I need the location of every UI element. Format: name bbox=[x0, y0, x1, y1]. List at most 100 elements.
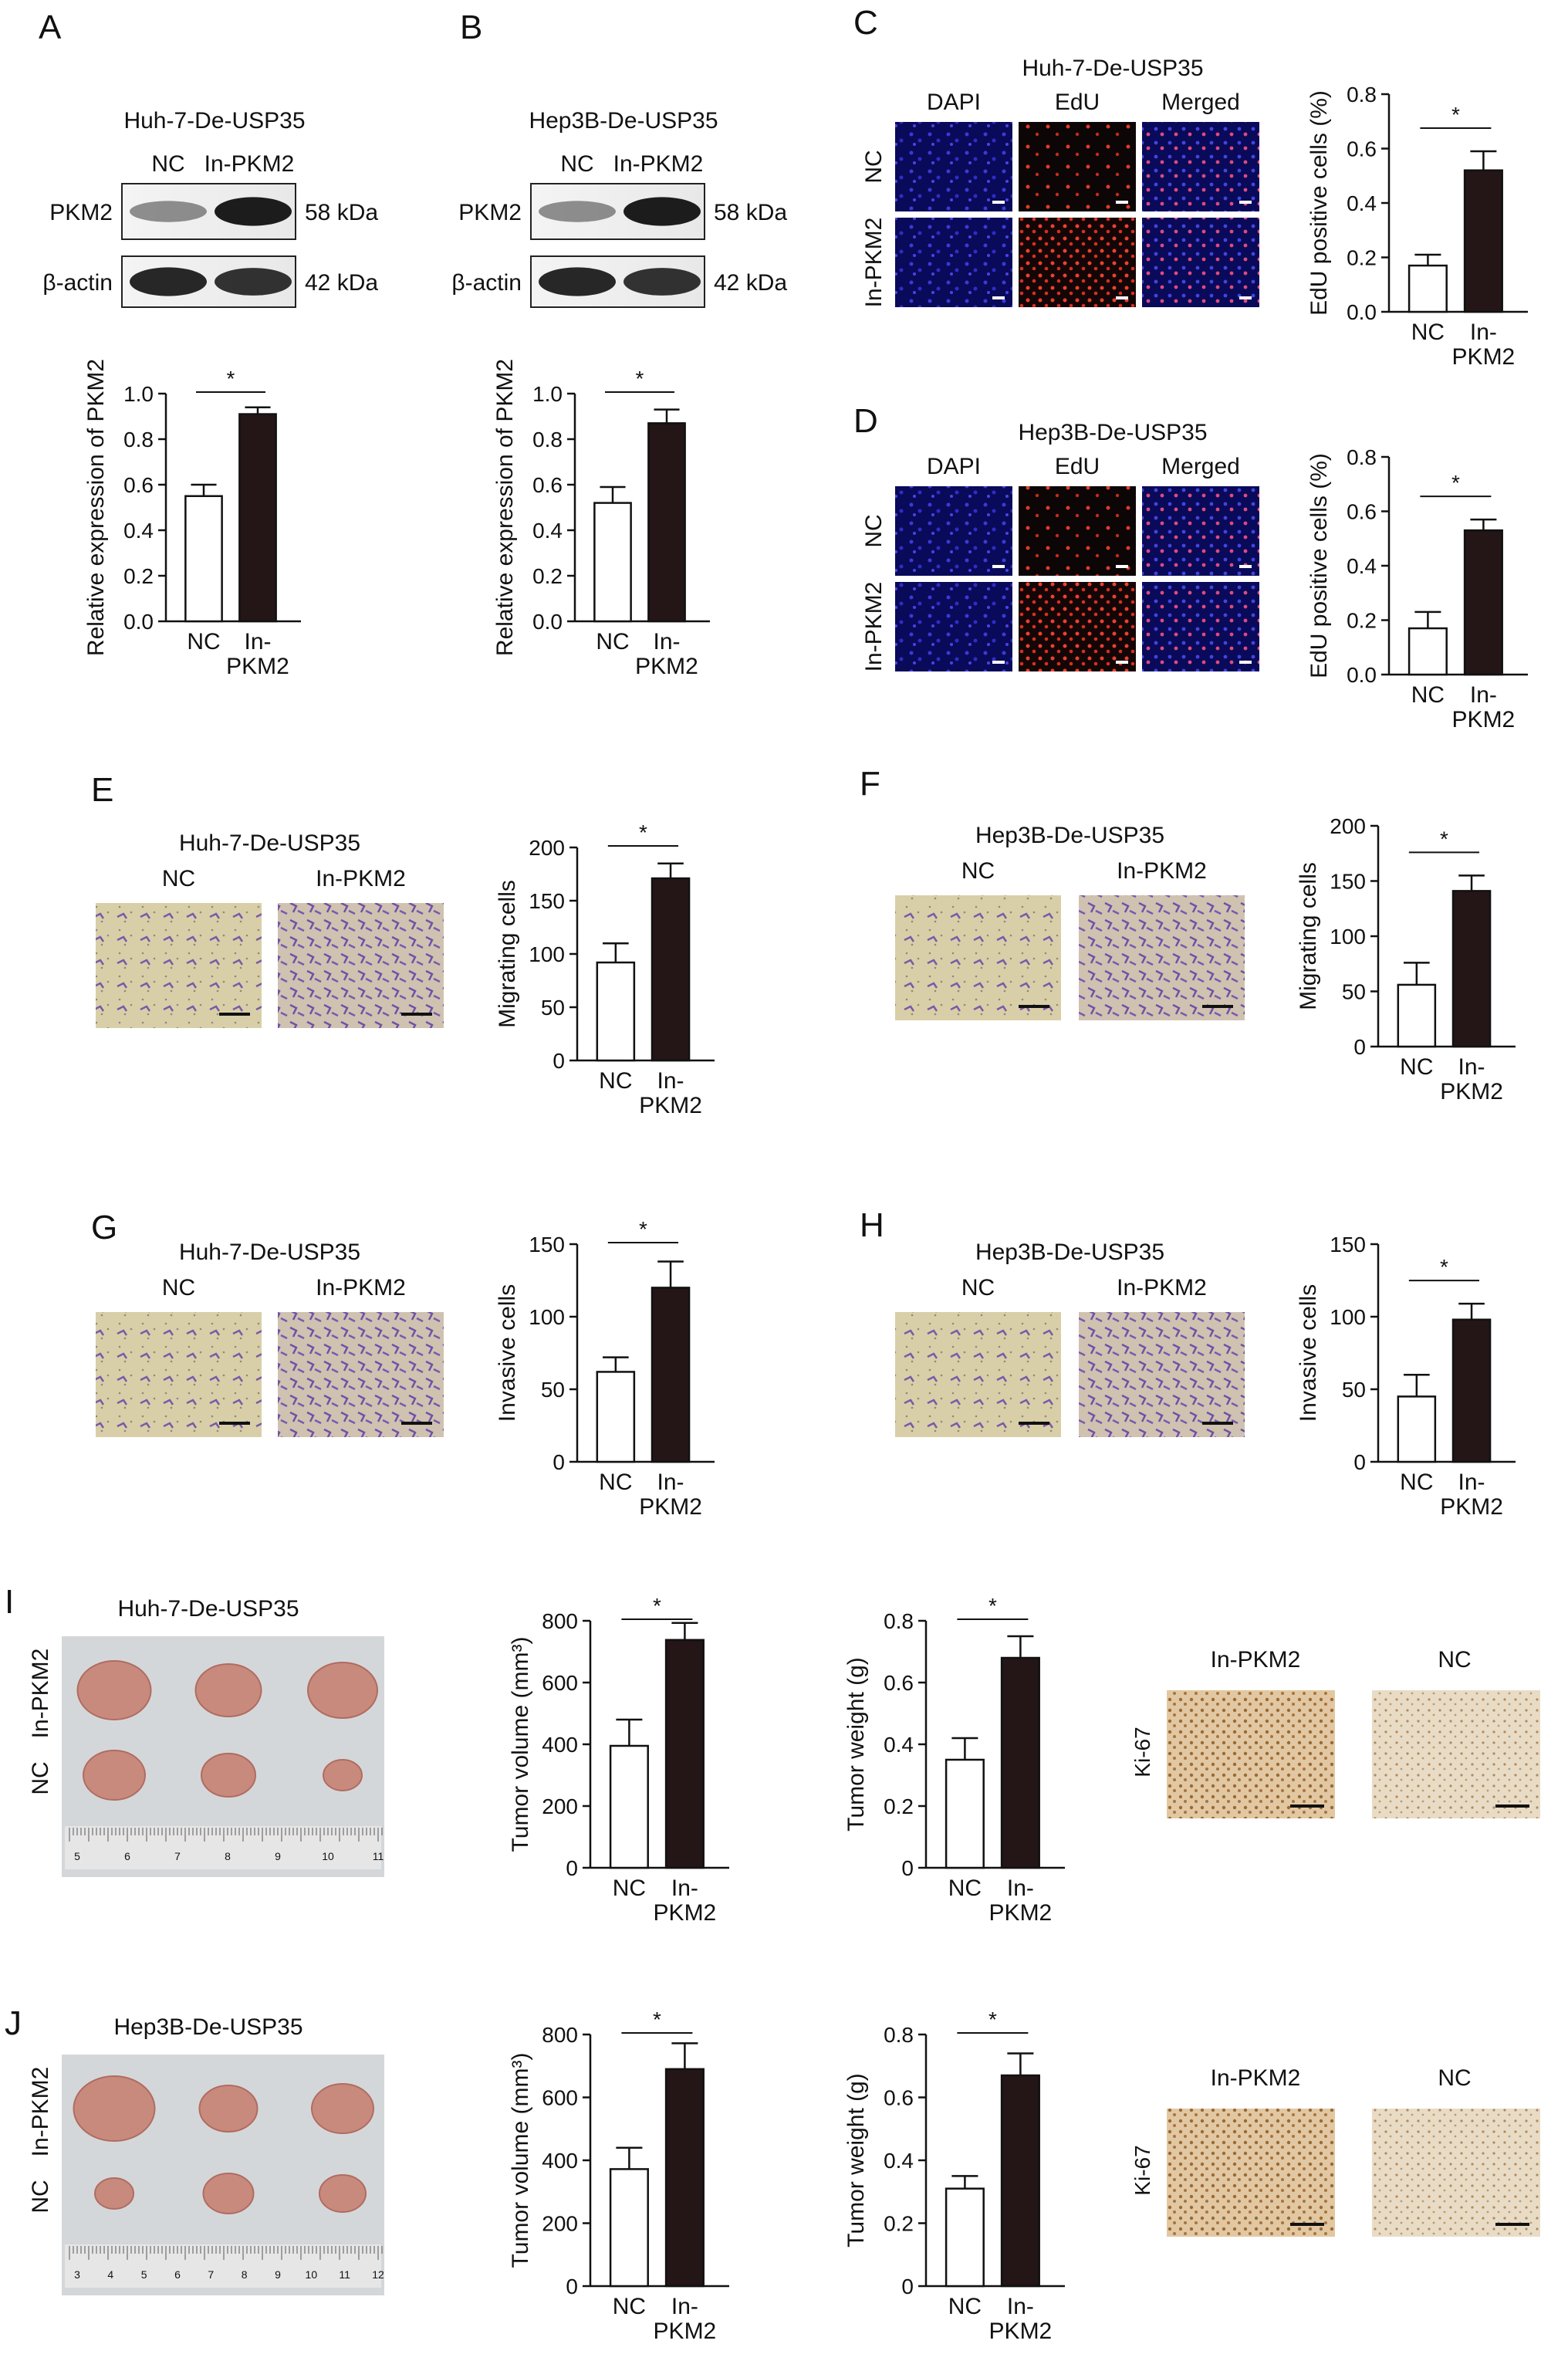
bar-chart-j2: 0 0.2 0.4 0.6 0.8 Tumor weight (g) NC In-PKM2 * bbox=[843, 2007, 1065, 2344]
ruler-number: 9 bbox=[275, 1850, 281, 1862]
y-tick-label: 0.2 bbox=[1347, 609, 1377, 633]
y-tick-label: 0 bbox=[901, 2275, 914, 2298]
lane-label-nc: NC bbox=[151, 151, 184, 177]
scale-bar bbox=[1202, 1005, 1233, 1008]
y-tick-label: 400 bbox=[542, 2149, 578, 2173]
y-tick-label: 0 bbox=[901, 1856, 914, 1880]
significance-star: * bbox=[988, 1594, 997, 1618]
blot-title: Hep3B-De-USP35 bbox=[529, 108, 718, 134]
blot-band bbox=[623, 268, 701, 296]
bar bbox=[1000, 2074, 1040, 2288]
y-tick-label: 100 bbox=[1330, 1305, 1366, 1329]
tumor-title: Hep3B-De-USP35 bbox=[113, 2014, 302, 2040]
y-tick-label: 0.2 bbox=[1347, 246, 1377, 270]
ruler bbox=[65, 2244, 381, 2288]
y-tick-label: 150 bbox=[529, 1233, 565, 1257]
tumor-row-label: NC bbox=[28, 1761, 53, 1794]
y-tick-label: 0 bbox=[553, 1450, 565, 1474]
y-tick-label: 0.2 bbox=[532, 564, 563, 588]
x-tick-label: PKM2 bbox=[639, 1494, 702, 1520]
blot-band bbox=[130, 201, 207, 222]
transwell-images-h: Hep3B-De-USP35 NC In-PKM2 bbox=[895, 1240, 1245, 1437]
tumor-specimen bbox=[311, 2083, 374, 2134]
blot-row-label: β-actin bbox=[42, 270, 113, 296]
y-tick-label: 100 bbox=[1330, 925, 1366, 949]
bar bbox=[1000, 1656, 1040, 1869]
ruler-number: 11 bbox=[373, 1850, 384, 1862]
y-tick-label: 400 bbox=[542, 1733, 578, 1757]
y-axis-label: Migrating cells bbox=[495, 880, 520, 1028]
bar bbox=[596, 1371, 636, 1463]
significance-star: * bbox=[1451, 103, 1460, 127]
y-tick-label: 0.6 bbox=[123, 473, 154, 497]
y-axis-label: Tumor volume (mm³) bbox=[508, 1637, 533, 1852]
micrograph bbox=[1142, 582, 1259, 671]
significance-star: * bbox=[639, 820, 647, 844]
y-tick-label: 0.4 bbox=[123, 519, 154, 543]
significance-star: * bbox=[227, 367, 235, 391]
bar bbox=[664, 1639, 705, 1869]
y-tick-label: 0.2 bbox=[884, 1794, 914, 1818]
bar bbox=[238, 413, 277, 623]
y-tick-label: 0.0 bbox=[1347, 300, 1377, 324]
x-tick-label: NC bbox=[596, 629, 629, 654]
bar bbox=[609, 2168, 649, 2288]
lane-label-in-pkm2: In-PKM2 bbox=[613, 151, 704, 177]
significance-star: * bbox=[636, 367, 644, 391]
y-tick-label: 0.6 bbox=[884, 1671, 914, 1695]
ihc-col-label: NC bbox=[1438, 1647, 1471, 1673]
ruler-number: 8 bbox=[225, 1850, 231, 1862]
y-tick-label: 0 bbox=[1353, 1450, 1366, 1474]
bar bbox=[664, 2068, 705, 2288]
scale-bar bbox=[1019, 1422, 1049, 1425]
tumor-specimen bbox=[307, 1662, 378, 1719]
bar bbox=[1451, 890, 1492, 1048]
micrograph bbox=[1142, 486, 1259, 576]
blot-row-label: PKM2 bbox=[458, 200, 522, 225]
scale-bar bbox=[1239, 565, 1252, 568]
transwell-label: In-PKM2 bbox=[316, 866, 406, 891]
transwell-label: NC bbox=[961, 1275, 995, 1300]
transwell-label: NC bbox=[162, 1275, 195, 1300]
transwell-title: Hep3B-De-USP35 bbox=[975, 823, 1164, 848]
grid-title: Huh-7-De-USP35 bbox=[1022, 56, 1203, 81]
micrograph bbox=[1019, 122, 1136, 211]
transwell-label: In-PKM2 bbox=[1117, 858, 1207, 884]
scale-bar bbox=[1116, 565, 1128, 568]
y-axis-label: Invasive cells bbox=[495, 1284, 520, 1422]
scale-bar bbox=[992, 296, 1005, 299]
scale-bar bbox=[1495, 2223, 1529, 2226]
y-tick-label: 0.6 bbox=[532, 473, 563, 497]
grid-row-label: NC bbox=[861, 514, 887, 547]
tumor-specimen bbox=[323, 1759, 363, 1791]
x-tick-label: PKM2 bbox=[1440, 1079, 1503, 1104]
tumor-row-label: NC bbox=[28, 2180, 53, 2213]
ruler-number: 4 bbox=[107, 2268, 113, 2281]
blot-band bbox=[539, 201, 616, 222]
blot-row-label: β-actin bbox=[451, 270, 522, 296]
micrograph bbox=[895, 486, 1012, 576]
blot-size-label: 58 kDa bbox=[305, 200, 378, 225]
transwell-label: NC bbox=[961, 858, 995, 884]
x-tick-label: NC bbox=[599, 1068, 632, 1094]
transwell-micrograph bbox=[96, 1312, 262, 1437]
y-axis-label: Migrating cells bbox=[1296, 862, 1321, 1010]
micrograph bbox=[1142, 218, 1259, 307]
y-tick-label: 0.8 bbox=[532, 428, 563, 452]
bar bbox=[184, 495, 223, 623]
bar bbox=[609, 1744, 649, 1869]
blot-row-label: PKM2 bbox=[49, 200, 113, 225]
scale-bar bbox=[1116, 201, 1128, 204]
bar-chart-f: 0 50 100 150 200 Migrating cells NC In-PKM2 * bbox=[1296, 814, 1516, 1104]
x-tick-label: NC bbox=[1411, 682, 1445, 708]
transwell-images-e: Huh-7-De-USP35 NC In-PKM2 bbox=[96, 830, 444, 1028]
y-tick-label: 0.0 bbox=[123, 610, 154, 634]
y-tick-label: 0 bbox=[553, 1049, 565, 1073]
panel-letter-a: A bbox=[39, 8, 62, 46]
tumor-specimen bbox=[194, 1663, 262, 1717]
edu-image-grid-c: Huh-7-De-USP35 DAPI EdU Merged NC In-PKM2 bbox=[861, 56, 1259, 307]
y-tick-label: 0.4 bbox=[532, 519, 563, 543]
tumor-specimen bbox=[73, 2075, 156, 2142]
micrograph bbox=[1019, 582, 1136, 671]
micrograph bbox=[895, 582, 1012, 671]
